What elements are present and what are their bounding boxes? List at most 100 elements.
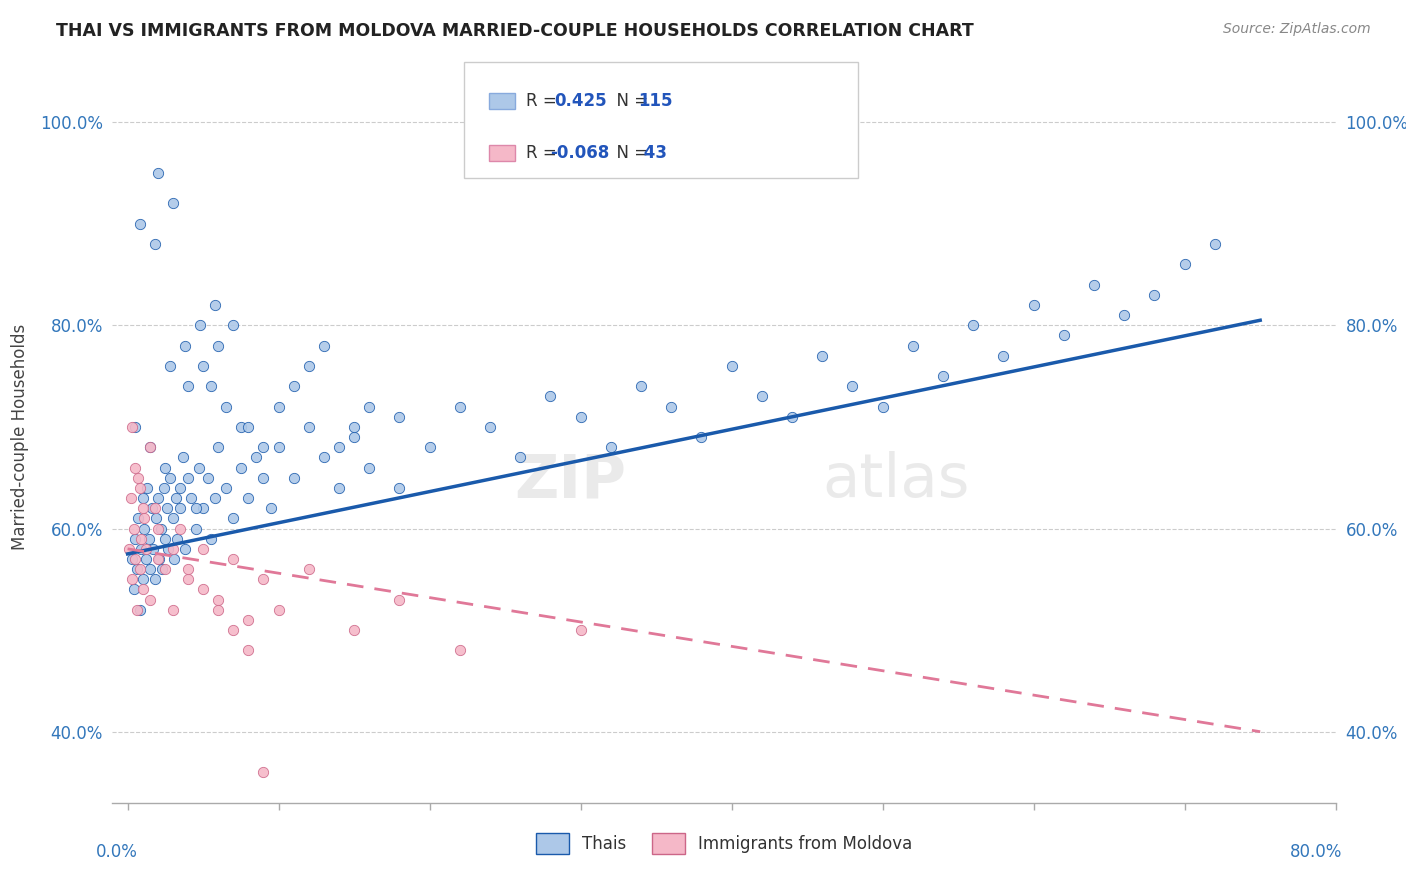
Point <box>993 349 1015 363</box>
Text: -0.068: -0.068 <box>550 144 609 161</box>
Point <box>122 582 145 597</box>
Point <box>143 572 166 586</box>
Point <box>569 409 592 424</box>
Point <box>134 511 156 525</box>
Y-axis label: Married-couple Households: Married-couple Households <box>11 324 28 550</box>
Point <box>229 420 252 434</box>
Point <box>215 481 238 495</box>
Point <box>238 491 260 505</box>
Point <box>780 409 803 424</box>
Point <box>124 460 146 475</box>
Point <box>229 460 252 475</box>
Text: N =: N = <box>606 92 654 110</box>
Point <box>252 440 274 454</box>
Point <box>163 552 186 566</box>
Point <box>630 379 652 393</box>
Point <box>127 511 149 525</box>
Point <box>419 440 441 454</box>
Point <box>146 166 169 180</box>
Point <box>359 460 381 475</box>
Point <box>207 603 229 617</box>
Point <box>139 440 162 454</box>
Point <box>1083 277 1105 292</box>
Point <box>207 339 229 353</box>
Point <box>124 532 146 546</box>
Point <box>135 541 157 556</box>
Point <box>129 541 152 556</box>
Point <box>238 420 260 434</box>
Text: Source: ZipAtlas.com: Source: ZipAtlas.com <box>1223 22 1371 37</box>
Point <box>191 541 214 556</box>
Point <box>131 582 153 597</box>
Point <box>129 532 152 546</box>
Point <box>222 552 245 566</box>
Point <box>162 541 184 556</box>
Point <box>751 389 773 403</box>
Point <box>1204 237 1226 252</box>
Point <box>149 521 172 535</box>
Point <box>131 572 153 586</box>
Point <box>172 450 194 465</box>
Point <box>215 400 238 414</box>
Point <box>238 643 260 657</box>
Text: 115: 115 <box>638 92 673 110</box>
Point <box>388 481 411 495</box>
Point <box>312 339 335 353</box>
Point <box>148 552 170 566</box>
Point <box>204 491 226 505</box>
Point <box>124 420 146 434</box>
Point <box>720 359 742 373</box>
Point <box>125 562 148 576</box>
Point <box>145 511 167 525</box>
Text: 0.425: 0.425 <box>554 92 606 110</box>
Point <box>328 481 350 495</box>
Point <box>155 460 177 475</box>
Point <box>184 521 207 535</box>
Point <box>187 460 209 475</box>
Point <box>156 501 179 516</box>
Point <box>388 592 411 607</box>
Point <box>690 430 713 444</box>
Point <box>1053 328 1076 343</box>
Point <box>1114 308 1136 322</box>
Point <box>120 491 142 505</box>
Point <box>159 471 181 485</box>
Point <box>538 389 561 403</box>
Point <box>180 491 202 505</box>
Point <box>252 572 274 586</box>
Point <box>135 552 157 566</box>
Text: R =: R = <box>526 144 562 161</box>
Point <box>141 501 163 516</box>
Point <box>449 643 471 657</box>
Point <box>128 562 150 576</box>
Point <box>449 400 471 414</box>
Point <box>146 521 169 535</box>
Text: R =: R = <box>526 92 567 110</box>
Point <box>128 481 150 495</box>
Point <box>343 420 366 434</box>
Point <box>267 603 290 617</box>
Point <box>131 501 153 516</box>
Point <box>222 623 245 637</box>
Point <box>298 562 321 576</box>
Point <box>174 339 197 353</box>
Point <box>191 582 214 597</box>
Point <box>118 541 141 556</box>
Point <box>569 623 592 637</box>
Text: N =: N = <box>606 144 654 161</box>
Point <box>125 603 148 617</box>
Point <box>343 430 366 444</box>
Point <box>162 511 184 525</box>
Point <box>155 562 177 576</box>
Point <box>127 471 149 485</box>
Point <box>188 318 211 333</box>
Point <box>174 541 197 556</box>
Point <box>121 572 143 586</box>
Legend: Thais, Immigrants from Moldova: Thais, Immigrants from Moldova <box>529 827 920 860</box>
Text: atlas: atlas <box>823 451 970 510</box>
Point <box>143 501 166 516</box>
Point <box>159 359 181 373</box>
Point <box>252 471 274 485</box>
Point <box>150 562 173 576</box>
Point <box>155 532 177 546</box>
